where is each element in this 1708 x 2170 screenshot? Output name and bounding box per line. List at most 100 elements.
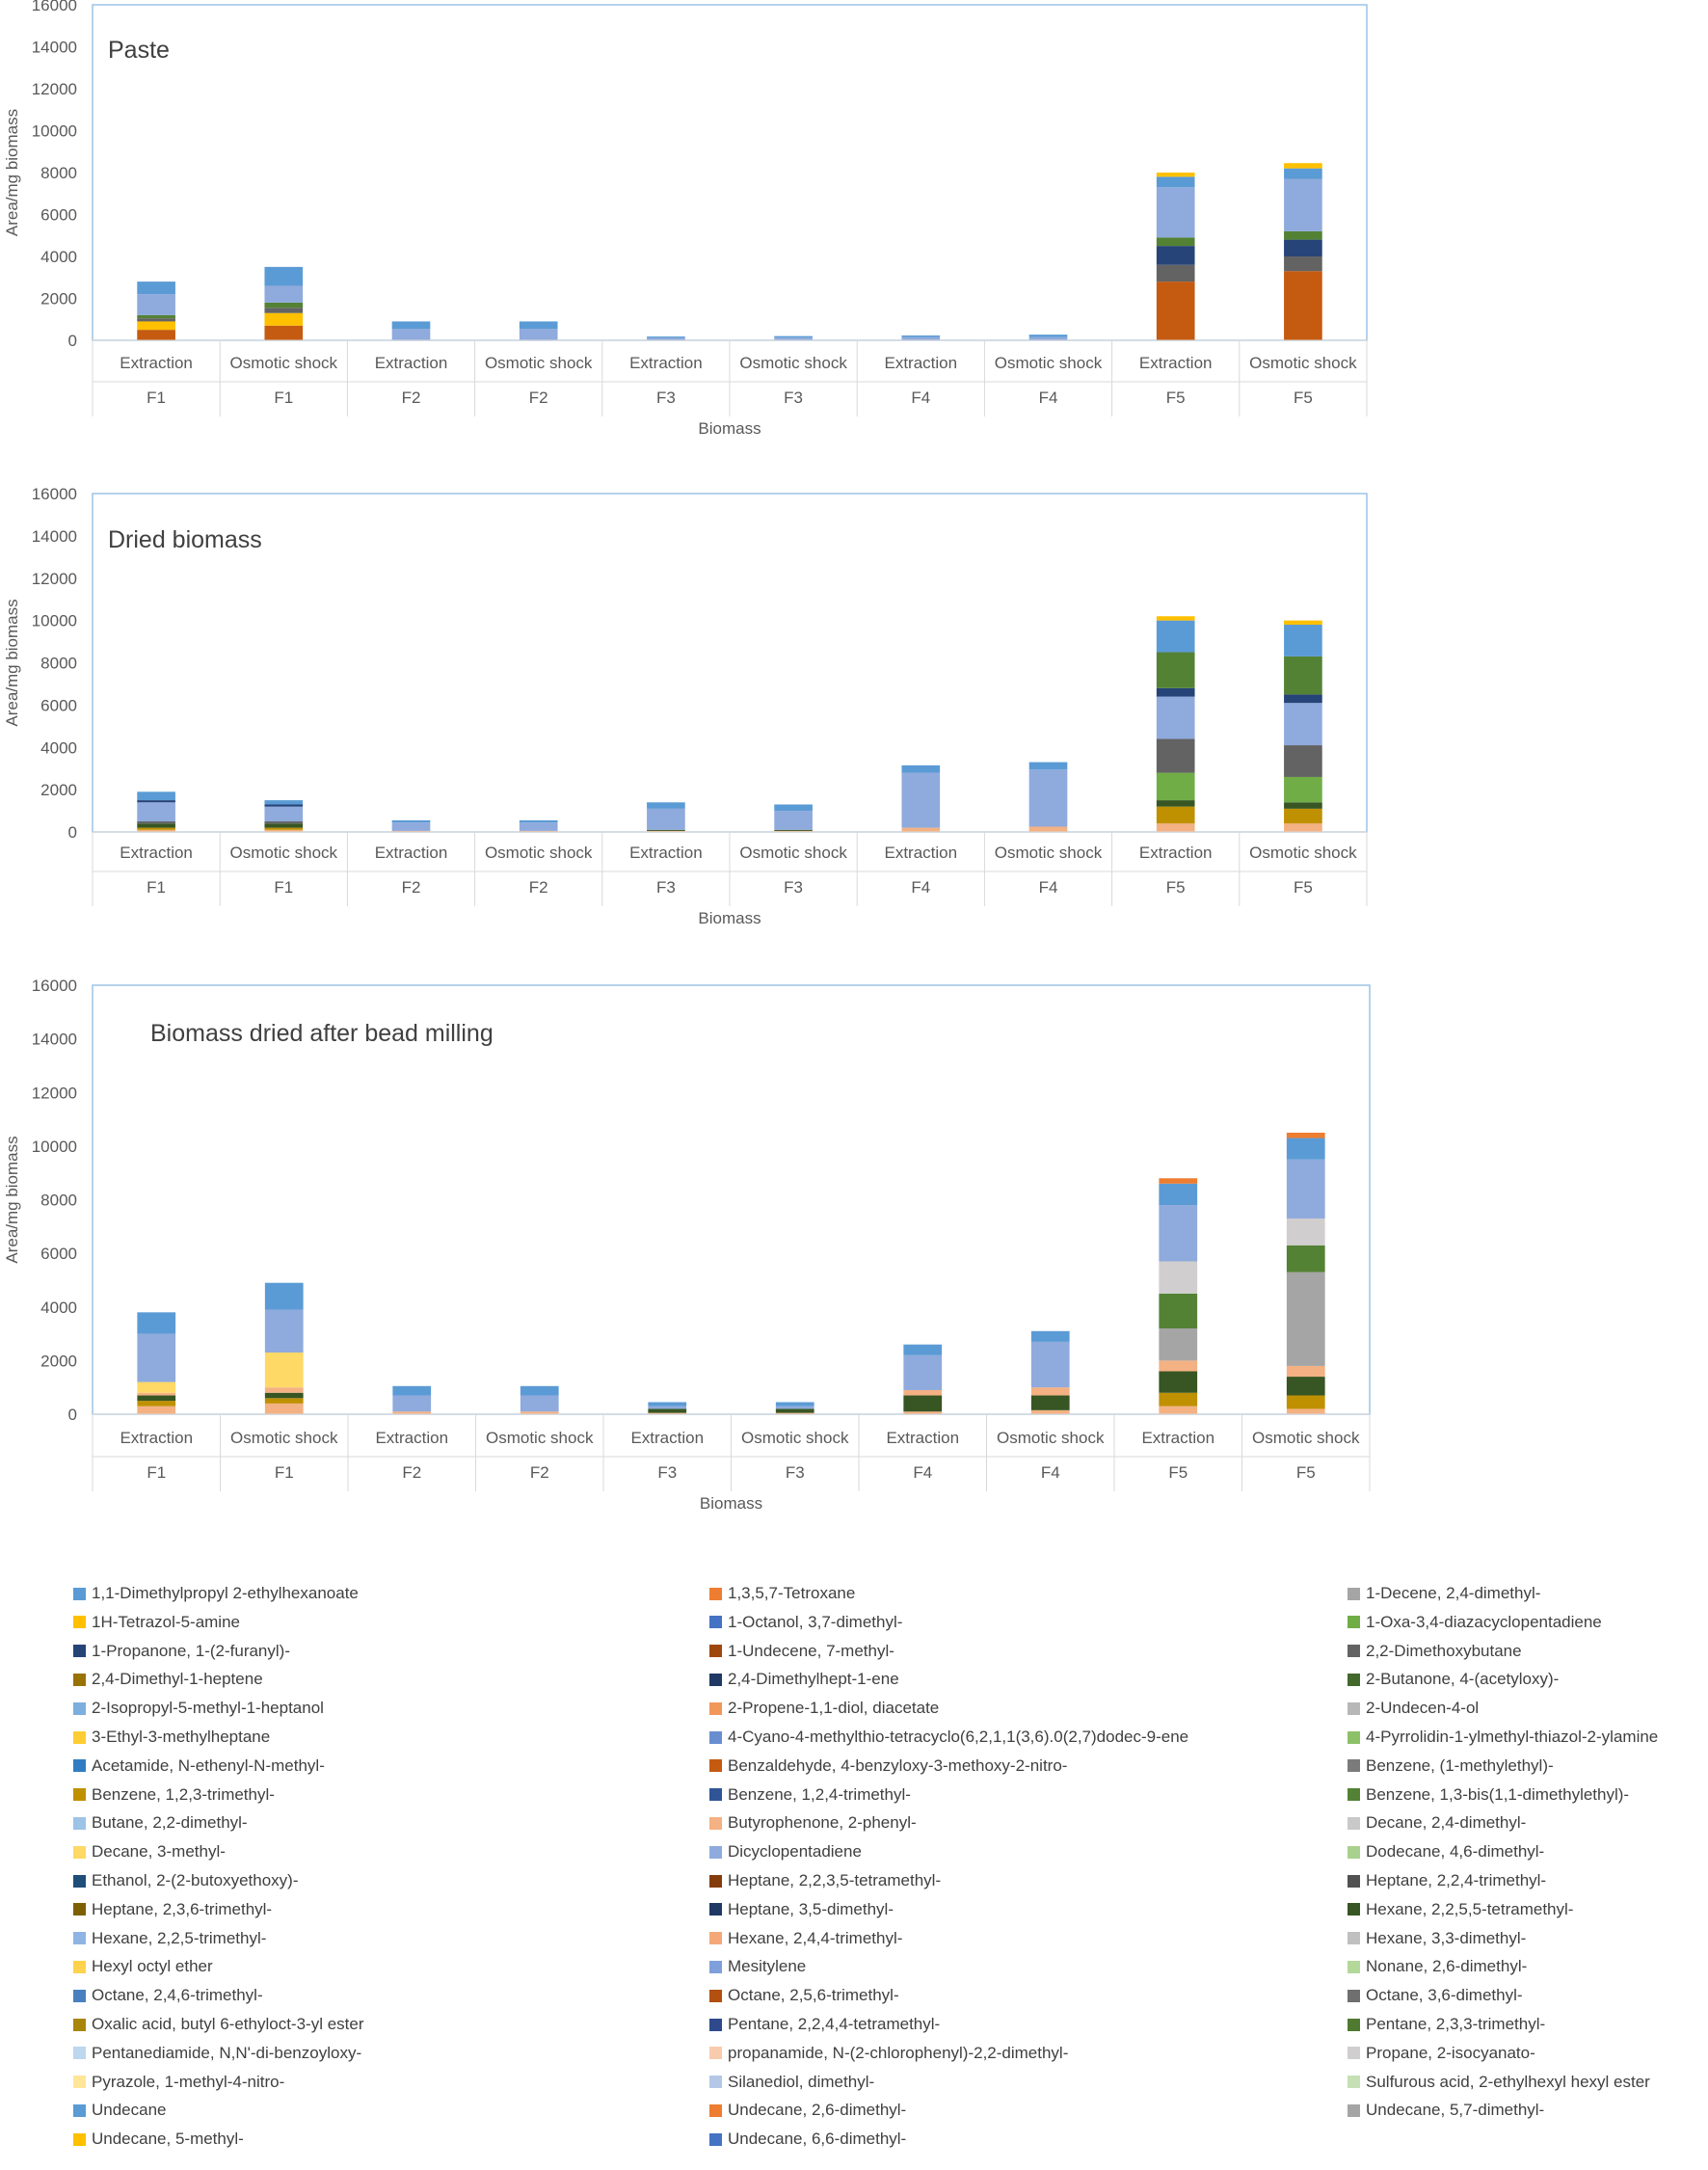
y-axis-label: Area/mg biomass [3,599,21,726]
legend-label: 3-Ethyl-3-methylheptane [92,1728,271,1746]
bar-segment [775,1402,814,1406]
x-tick-label: Extraction [629,844,703,862]
bar-segment [137,800,175,803]
bar-segment [264,806,304,822]
x-tick-label: Osmotic shock [230,354,338,372]
legend-item: Benzene, 1,3-bis(1,1-dimethylethyl)- [1348,1782,1629,1808]
x-tick-label: Extraction [630,1429,704,1447]
legend-item: Dodecane, 4,6-dimethyl- [1348,1839,1544,1864]
legend-swatch [709,2047,722,2060]
legend-label: Heptane, 2,3,6-trimethyl- [92,1899,273,1918]
x-group-label: F4 [1039,388,1058,407]
legend-swatch [709,2103,722,2117]
bar-segment [775,1412,814,1414]
bar-segment [264,827,304,830]
legend-label: Hexyl octyl ether [92,1957,213,1976]
legend-item: Heptane, 2,2,3,5-tetramethyl- [709,1868,941,1893]
x-tick-label: Osmotic shock [995,354,1103,372]
bar-segment [1030,1387,1070,1396]
bar-segment [1156,823,1195,832]
legend-item: propanamide, N-(2-chlorophenyl)-2,2-dime… [709,2041,1068,2066]
x-tick-label: Extraction [120,354,193,372]
legend-item: 1-Octanol, 3,7-dimethyl- [709,1610,902,1635]
legend-item: Undecane, 5-methyl- [73,2127,244,2152]
x-tick-label: Osmotic shock [486,1429,594,1447]
legend-label: 4-Cyano-4-methylthio-tetracyclo(6,2,1,1(… [728,1728,1189,1746]
x-tick-label: Osmotic shock [739,354,847,372]
x-group-label: F5 [1166,878,1186,897]
y-tick-label: 0 [68,823,77,842]
x-tick-label: Extraction [375,844,448,862]
bar-segment [1286,1272,1325,1366]
x-tick-label: Extraction [885,844,958,862]
legend-item: Hexyl octyl ether [73,1954,213,1979]
x-group-label: F2 [530,1463,549,1482]
bar-segment [1156,187,1195,238]
bar-segment [137,1392,176,1396]
legend-label: 1-Oxa-3,4-diazacyclopentadiene [1366,1612,1602,1631]
bar-segment [648,1412,687,1414]
legend-label: 2,4-Dimethylhept-1-ene [728,1670,899,1689]
y-tick-label: 0 [68,1406,77,1424]
legend-item: Pentane, 2,2,4,4-tetramethyl- [709,2012,940,2037]
x-tick-label: Osmotic shock [739,844,847,862]
bar-segment [775,1408,814,1413]
legend-label: Silanediol, dimethyl- [728,2072,875,2091]
x-group-label: F2 [402,388,421,407]
y-tick-label: 6000 [40,206,77,225]
legend-item: Benzene, (1-methylethyl)- [1348,1754,1554,1779]
bar-segment [1286,1377,1325,1396]
bar-segment [264,285,304,303]
bar-segment [264,800,304,805]
legend-item: Octane, 2,4,6-trimethyl- [73,1983,263,2008]
x-group-label: F3 [656,878,676,897]
x-tick-label: Extraction [375,1429,448,1447]
legend-swatch [709,1730,722,1744]
y-tick-label: 2000 [40,781,77,799]
legend-swatch [709,1989,722,2002]
legend-item: Heptane, 3,5-dimethyl- [709,1897,894,1922]
legend-item: Oxalic acid, butyl 6-ethyloct-3-yl ester [73,2012,364,2037]
y-tick-label: 16000 [32,0,77,14]
legend-label: Acetamide, N-ethenyl-N-methyl- [92,1755,325,1775]
bar-segment [1156,652,1195,688]
legend-swatch [1348,1788,1360,1802]
bar-segment [137,1333,176,1382]
bar-segment [1156,620,1195,653]
legend-swatch [1348,1759,1360,1773]
bar-segment [264,804,304,807]
legend-swatch [73,1730,86,1744]
legend-item: Benzene, 1,2,3-trimethyl- [73,1782,275,1808]
x-group-label: F4 [911,388,930,407]
bar-segment [137,821,175,824]
legend-item: 1,3,5,7-Tetroxane [709,1581,855,1606]
legend-swatch [73,1874,86,1888]
legend-swatch [73,1616,86,1629]
y-tick-label: 10000 [32,1138,77,1156]
x-tick-label: Osmotic shock [230,1429,338,1447]
legend-item: Sulfurous acid, 2-ethylhexyl hexyl ester [1348,2070,1650,2095]
y-tick-label: 2000 [40,290,77,308]
legend-item: Pyrazole, 1-methyl-4-nitro- [73,2070,284,2095]
bar-segment [391,830,431,832]
legend-label: 2-Butanone, 4-(acetyloxy)- [1366,1670,1560,1689]
legend-label: Undecane, 2,6-dimethyl- [728,2101,907,2120]
legend-label: Nonane, 2,6-dimethyl- [1366,1957,1528,1976]
legend-label: Dodecane, 4,6-dimethyl- [1366,1842,1545,1862]
y-tick-label: 16000 [32,485,77,503]
legend-item: Octane, 3,6-dimethyl- [1348,1983,1523,2008]
bar-segment [264,266,304,286]
bar-segment [1159,1406,1198,1414]
legend-label: Mesitylene [728,1957,807,1976]
bar-segment [264,325,304,340]
x-axis-label: Biomass [698,419,761,438]
legend-label: Heptane, 2,2,4-trimethyl- [1366,1871,1547,1889]
legend-swatch [709,1874,722,1888]
bar-segment [137,802,175,822]
legend-label: Octane, 2,4,6-trimethyl- [92,1986,263,2005]
legend-item: Octane, 2,5,6-trimethyl- [709,1983,899,2008]
bar-segment [1156,616,1195,621]
legend-label: Hexane, 3,3-dimethyl- [1366,1928,1527,1947]
legend-item: 1-Oxa-3,4-diazacyclopentadiene [1348,1610,1602,1635]
bar-segment [1156,800,1195,807]
